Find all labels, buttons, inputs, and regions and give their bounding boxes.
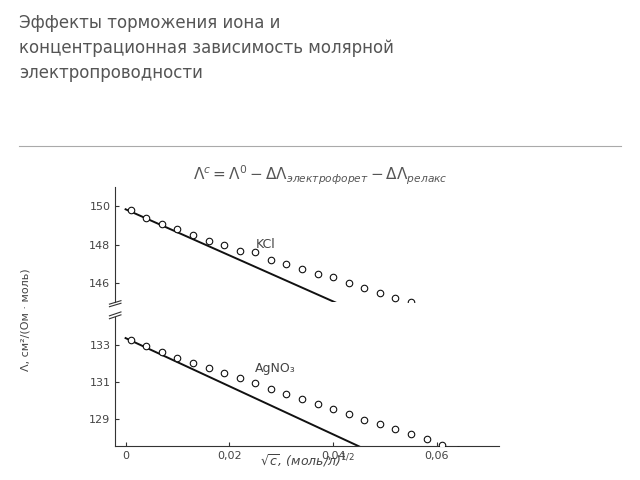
Point xyxy=(375,289,385,297)
Point xyxy=(359,284,369,292)
Point xyxy=(390,425,401,432)
Point xyxy=(437,310,447,318)
Point xyxy=(406,431,416,438)
Point xyxy=(390,294,401,301)
Point xyxy=(266,385,276,393)
Point xyxy=(157,348,167,356)
Point xyxy=(312,270,323,277)
Point xyxy=(375,420,385,428)
Text: $\Lambda^c = \Lambda^0 - \Delta\Lambda_{\mathit{электрофорет}} - \Delta\Lambda_{: $\Lambda^c = \Lambda^0 - \Delta\Lambda_{… xyxy=(193,164,447,187)
Point xyxy=(235,374,245,382)
Text: AgNO₃: AgNO₃ xyxy=(255,362,296,375)
Point xyxy=(235,247,245,254)
Text: Эффекты торможения иона и
концентрационная зависимость молярной
электропроводнос: Эффекты торможения иона и концентрационн… xyxy=(19,14,394,83)
Point xyxy=(437,441,447,448)
Point xyxy=(204,364,214,372)
Point xyxy=(141,214,152,222)
Point xyxy=(219,241,229,249)
Point xyxy=(328,274,339,281)
Point xyxy=(125,206,136,214)
Point xyxy=(359,416,369,423)
Point xyxy=(204,237,214,245)
Point xyxy=(250,380,260,387)
Point xyxy=(250,249,260,256)
Point xyxy=(421,435,431,443)
Point xyxy=(344,410,354,418)
Point xyxy=(452,446,463,454)
Point xyxy=(297,396,307,403)
Text: $\sqrt{c}$, (моль/л)$^{1/2}$: $\sqrt{c}$, (моль/л)$^{1/2}$ xyxy=(260,453,355,470)
Point xyxy=(282,260,292,268)
Point xyxy=(282,390,292,397)
Point xyxy=(219,370,229,377)
Point xyxy=(125,336,136,344)
Point xyxy=(452,315,463,323)
Point xyxy=(406,299,416,306)
Point xyxy=(188,231,198,239)
Point xyxy=(172,226,182,233)
Point xyxy=(172,354,182,361)
Point xyxy=(266,256,276,264)
Point xyxy=(188,359,198,367)
Point xyxy=(312,400,323,408)
Point xyxy=(344,279,354,287)
Point xyxy=(421,304,431,312)
Point xyxy=(328,406,339,413)
Point xyxy=(297,265,307,273)
Text: KCl: KCl xyxy=(255,238,275,251)
Point xyxy=(157,220,167,228)
Point xyxy=(141,343,152,350)
Text: Λ, см²/(Ом · моль): Λ, см²/(Ом · моль) xyxy=(20,268,31,371)
